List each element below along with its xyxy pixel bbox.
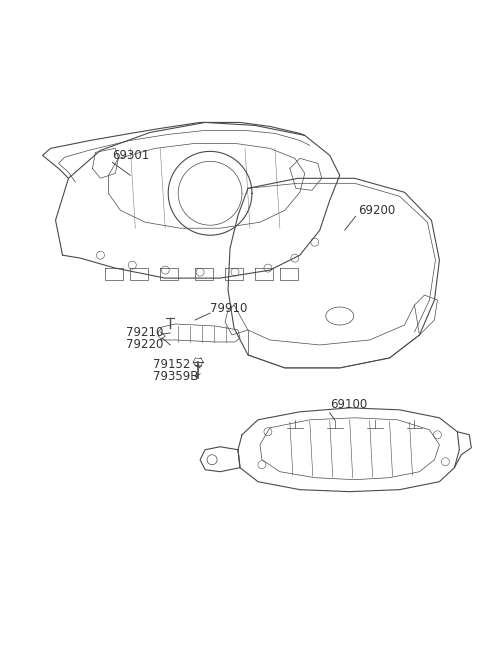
Text: 69301: 69301 <box>112 149 150 162</box>
Text: 69100: 69100 <box>330 398 367 411</box>
Text: 79910: 79910 <box>210 301 248 314</box>
Text: 79210: 79210 <box>126 326 164 339</box>
Text: 79359B: 79359B <box>153 370 199 383</box>
Text: 79152: 79152 <box>153 358 191 371</box>
Text: 69200: 69200 <box>358 204 395 217</box>
Text: 79220: 79220 <box>126 339 164 352</box>
